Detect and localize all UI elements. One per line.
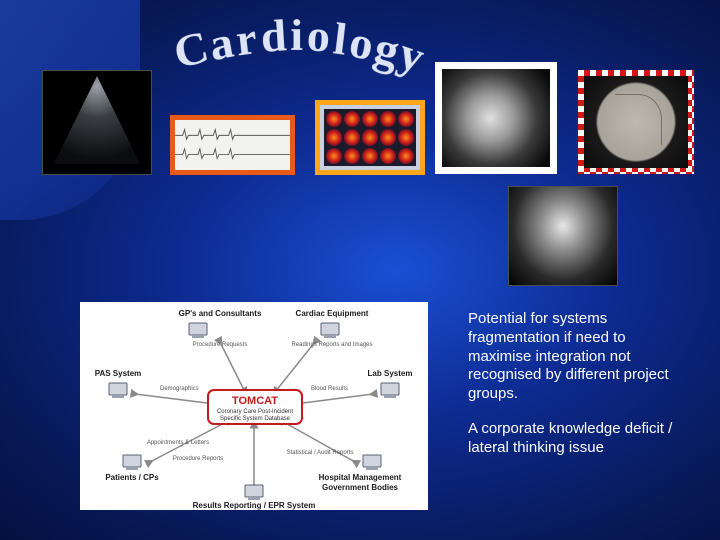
body-paragraph-1: Potential for systems fragmentation if n… [468,310,688,404]
svg-text:Procedure Reports: Procedure Reports [173,456,223,462]
svg-text:Lab System: Lab System [368,369,413,378]
thumb-coronary-angiogram [584,76,688,168]
svg-text:Appointments & Letters: Appointments & Letters [147,440,209,446]
svg-text:Patients / CPs: Patients / CPs [105,473,159,482]
svg-text:Statistical / Audit Reports: Statistical / Audit Reports [287,450,354,456]
node-gps: GP's and Consultants Procedure Requests [179,309,262,348]
svg-text:Government Bodies: Government Bodies [322,483,399,492]
svg-text:Results Reporting / EPR System: Results Reporting / EPR System [193,501,316,510]
thumb-angiogram-frame [578,70,694,174]
svg-text:Procedure Requests: Procedure Requests [193,342,248,348]
thumb-aortogram [508,186,618,286]
node-lab: Lab System Blood Results [311,369,412,398]
diagram-center-label: TOMCAT [232,395,278,407]
node-pas: PAS System Demographics [95,369,199,398]
body-paragraph-2: A corporate knowledge deficit / lateral … [468,420,688,458]
node-epr: Results Reporting / EPR System [193,485,316,510]
svg-text:PAS System: PAS System [95,369,142,378]
node-patients: Patients / CPs Appointments & Letters Pr… [105,440,223,482]
svg-text:Cardiac Equipment: Cardiac Equipment [296,309,369,318]
svg-text:GP's and Consultants: GP's and Consultants [179,309,262,318]
thumb-ct-contrast [435,62,557,174]
svg-text:Demographics: Demographics [160,386,199,392]
svg-text:Readings Reports and Images: Readings Reports and Images [291,342,372,348]
thumb-echocardiogram [42,70,152,175]
svg-text:Hospital Management: Hospital Management [319,473,402,482]
node-cardiac: Cardiac Equipment Readings Reports and I… [291,309,372,348]
svg-text:Specific System Database: Specific System Database [220,416,291,422]
slide-title: Cardiology Cardiology [178,15,422,67]
svg-text:Coronary Care Post-Incident: Coronary Care Post-Incident [217,409,293,415]
thumb-ecg [170,115,295,175]
thumb-nuclear-scan [315,100,425,175]
svg-text:Blood Results: Blood Results [311,386,348,392]
tomcat-diagram: TOMCAT Coronary Care Post-Incident Speci… [80,302,428,510]
